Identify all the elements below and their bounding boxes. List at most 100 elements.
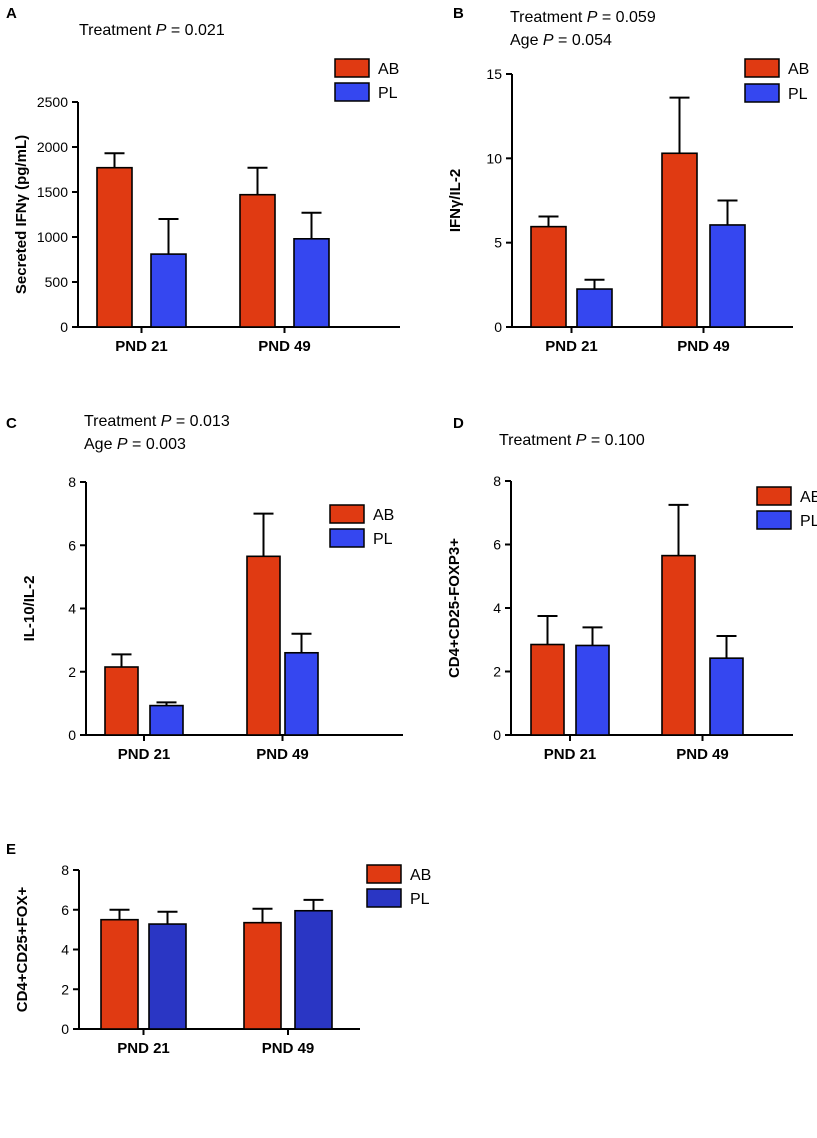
bar-pl <box>575 644 610 736</box>
y-tick-label: 2500 <box>37 94 68 110</box>
panel-d: D Treatment P = 0.100 0 2 4 6 8 CD4+CD25-FOXP3+… <box>446 415 817 763</box>
bar-pl <box>576 288 613 328</box>
y-tick-label: 8 <box>61 862 69 878</box>
legend-swatch-ab <box>366 864 402 884</box>
y-axis-label: IFNγ/IL-2 <box>447 169 464 232</box>
annotation-prefix: Treatment <box>79 22 156 39</box>
bar-ab <box>96 166 133 328</box>
y-tick-label: 2 <box>68 664 76 680</box>
category-label: PND 21 <box>545 338 598 355</box>
y-axis-label: IL-10/IL-2 <box>21 576 38 642</box>
legend-label-ab: AB <box>378 61 399 78</box>
panel-e: E 0 2 4 6 8 CD4+CD25+FOX+ PND 21 PND 49 AB PL <box>6 841 431 1057</box>
legend-swatch-pl <box>334 82 370 102</box>
y-tick-label: 6 <box>68 537 76 553</box>
legend-label-ab: AB <box>373 507 394 524</box>
panel-a: A Treatment P = 0.021 0 500 1000 1500 2000 2500… <box>6 5 400 355</box>
y-tick-label: 4 <box>493 600 501 616</box>
bar-pl <box>149 704 184 736</box>
panel-label: C <box>6 415 17 432</box>
bar-ab <box>104 666 139 736</box>
category-label: PND 49 <box>256 746 309 763</box>
bar-ab <box>530 225 567 328</box>
y-tick-label: 0 <box>68 727 76 743</box>
legend-label-ab: AB <box>800 489 817 506</box>
legend-swatch-pl <box>756 510 792 530</box>
y-axis-label: CD4+CD25+FOX+ <box>14 887 31 1013</box>
annotation-p: P <box>587 9 598 26</box>
annotation-p: P <box>161 413 172 430</box>
annotation-p: P <box>576 432 587 449</box>
panel-label: A <box>6 5 17 22</box>
bar-pl <box>294 909 333 1030</box>
bar-pl <box>148 923 187 1030</box>
y-tick-label: 6 <box>61 902 69 918</box>
annotation-p: P <box>156 22 167 39</box>
legend-swatch-pl <box>744 83 780 103</box>
y-tick-label: 2 <box>61 981 69 997</box>
bar-ab <box>246 555 281 736</box>
y-tick-label: 500 <box>45 274 69 290</box>
annotation-value: = 0.013 <box>171 413 229 430</box>
annotation-p: P <box>543 32 554 49</box>
legend-swatch-pl <box>366 888 402 908</box>
bar-pl <box>284 651 319 736</box>
y-tick-label: 10 <box>486 150 502 166</box>
legend-swatch-ab <box>756 486 792 506</box>
legend-label-pl: PL <box>800 513 817 530</box>
category-label: PND 49 <box>676 746 729 763</box>
y-tick-label: 4 <box>68 601 76 617</box>
category-label: PND 21 <box>544 746 597 763</box>
legend-swatch-ab <box>334 58 370 78</box>
legend-label-pl: PL <box>788 86 808 103</box>
annotation-value: = 0.054 <box>554 32 612 49</box>
y-tick-label: 6 <box>493 537 501 553</box>
stat-annotation: Treatment P = 0.059 <box>510 9 656 26</box>
y-tick-label: 5 <box>494 235 502 251</box>
annotation-prefix: Treatment <box>510 9 587 26</box>
legend-swatch-ab <box>329 504 365 524</box>
bar-ab <box>661 554 696 736</box>
legend-swatch-ab <box>744 58 780 78</box>
bar-ab <box>243 921 282 1030</box>
legend-label-ab: AB <box>788 61 809 78</box>
annotation-prefix: Age <box>510 32 543 49</box>
annotation-p: P <box>117 436 128 453</box>
stat-annotation: Age P = 0.054 <box>510 32 612 49</box>
y-axis-label: CD4+CD25-FOXP3+ <box>446 538 463 678</box>
y-tick-label: 0 <box>493 727 501 743</box>
category-label: PND 21 <box>117 1040 170 1057</box>
bar-ab <box>530 643 565 736</box>
stat-annotation: Age P = 0.003 <box>84 436 186 453</box>
panel-c: C Treatment P = 0.013 Age P = 0.003 0 2 4 6 8 IL… <box>6 413 403 763</box>
legend-label-pl: PL <box>373 531 393 548</box>
annotation-prefix: Treatment <box>499 432 576 449</box>
y-tick-label: 4 <box>61 942 69 958</box>
y-tick-label: 8 <box>68 474 76 490</box>
y-tick-label: 0 <box>494 319 502 335</box>
bar-ab <box>661 152 698 328</box>
annotation-value: = 0.059 <box>597 9 655 26</box>
annotation-prefix: Age <box>84 436 117 453</box>
y-tick-label: 8 <box>493 473 501 489</box>
bar-ab <box>239 193 276 328</box>
legend-label-ab: AB <box>410 867 431 884</box>
bar-pl <box>709 224 746 328</box>
category-label: PND 21 <box>118 746 171 763</box>
y-axis-label: Secreted IFNγ (pg/mL) <box>13 135 30 294</box>
stat-annotation: Treatment P = 0.013 <box>84 413 230 430</box>
category-label: PND 49 <box>258 338 311 355</box>
legend-swatch-pl <box>329 528 365 548</box>
category-label: PND 49 <box>677 338 730 355</box>
panel-label: D <box>453 415 464 432</box>
y-tick-label: 0 <box>61 1021 69 1037</box>
panel-label: E <box>6 841 16 858</box>
stat-annotation: Treatment P = 0.100 <box>499 432 645 449</box>
bar-ab <box>100 918 139 1030</box>
category-label: PND 21 <box>115 338 168 355</box>
stat-annotation: Treatment P = 0.021 <box>79 22 225 39</box>
annotation-value: = 0.100 <box>586 432 644 449</box>
category-label: PND 49 <box>262 1040 315 1057</box>
y-tick-label: 2000 <box>37 139 68 155</box>
